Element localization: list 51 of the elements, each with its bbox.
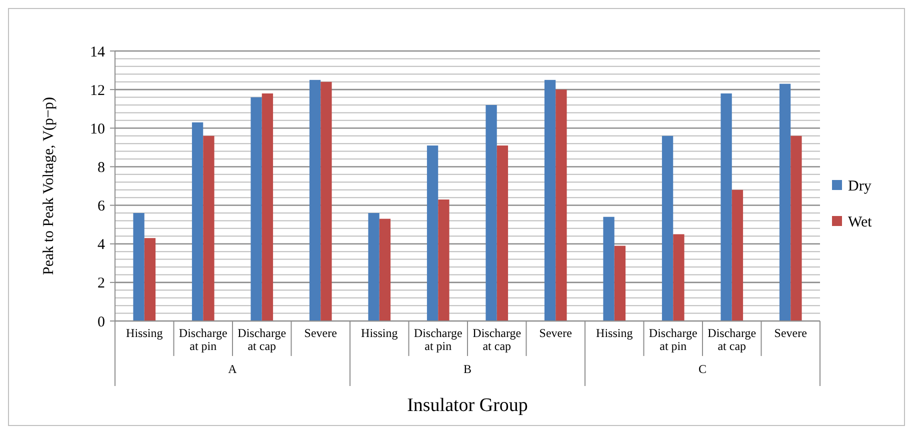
y-tick-label: 4 [98, 237, 106, 254]
bar [379, 218, 391, 321]
bar [320, 82, 332, 321]
x-tick-label: Hissing [596, 326, 633, 340]
bar [544, 80, 556, 321]
x-tick-label: Discharge at pin [178, 326, 228, 353]
x-tick-label: Discharge at cap [708, 326, 756, 353]
bar [486, 105, 497, 321]
bar [603, 216, 614, 321]
bar [133, 213, 144, 321]
y-tick-label: 6 [98, 198, 106, 215]
text: A [228, 362, 238, 376]
bar [779, 84, 791, 321]
bar [426, 146, 438, 321]
legend-label: Dry [848, 178, 872, 194]
legend-label: Wet [848, 214, 873, 230]
bar [203, 136, 214, 321]
bar [790, 136, 802, 321]
x-tick-label: Hissing [361, 326, 398, 340]
bar [720, 93, 732, 321]
bar [309, 80, 321, 321]
y-tick-label: 14 [90, 44, 106, 60]
y-tick-label: 0 [98, 314, 105, 330]
x-tick-label: Hissing [126, 326, 163, 340]
bar [556, 90, 567, 321]
text: C [698, 362, 707, 376]
x-tick-label: Severe [774, 326, 807, 340]
bar [662, 136, 674, 321]
text: B [463, 362, 472, 376]
bar [614, 246, 626, 321]
x-tick-label: Discharge at pin [648, 326, 698, 353]
x-tick-label: Discharge at pin [414, 326, 462, 353]
bar [262, 93, 274, 321]
y-tick-label: 10 [90, 121, 105, 138]
y-axis-title: Peak to Peak Voltage, V(p−p) [41, 96, 57, 276]
bar [192, 122, 204, 321]
bar [673, 234, 684, 321]
x-tick-label: Discharge at cap [472, 326, 522, 353]
y-tick-label: 8 [98, 160, 105, 176]
bar [250, 97, 262, 321]
bar [496, 146, 508, 321]
x-tick-label: Discharge at cap [238, 326, 286, 353]
x-tick-label: Severe [539, 326, 572, 340]
y-tick-label: 12 [90, 82, 105, 99]
bar [144, 238, 156, 321]
x-axis-title: Insulator Group [407, 395, 528, 416]
x-tick-label: Severe [304, 326, 337, 340]
y-tick-label: 2 [98, 276, 105, 292]
bar [368, 213, 380, 321]
bar [438, 200, 450, 321]
bar [732, 190, 744, 321]
